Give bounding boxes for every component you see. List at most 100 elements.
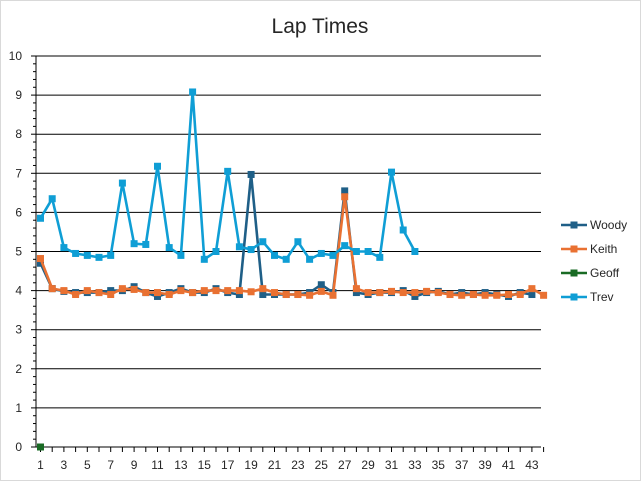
legend-item-keith: Keith	[561, 242, 617, 256]
x-tick-label: 25	[315, 458, 329, 472]
data-point-trev	[399, 226, 407, 234]
data-point-keith	[282, 291, 290, 299]
data-point-keith	[142, 289, 150, 297]
data-point-keith	[423, 287, 431, 295]
data-point-keith	[200, 287, 208, 295]
data-point-keith	[317, 287, 325, 295]
data-point-keith	[306, 291, 314, 299]
data-point-trev	[224, 167, 232, 175]
data-point-woody	[341, 187, 349, 195]
data-point-keith	[83, 287, 91, 295]
data-point-trev	[83, 251, 91, 259]
data-point-trev	[411, 248, 419, 255]
y-axis-ticks: 0 1 2 3 4 5 6 7 8 9 10	[9, 49, 23, 454]
data-point-trev	[154, 162, 161, 170]
x-tick-label: 21	[268, 458, 282, 472]
data-point-woody	[37, 259, 44, 267]
data-point-woody	[107, 287, 115, 295]
y-tick-label: 0	[15, 440, 22, 454]
data-point-woody	[235, 291, 243, 299]
y-tick-label: 4	[15, 284, 22, 298]
data-point-trev	[130, 240, 138, 248]
data-point-trev	[259, 238, 267, 246]
data-point-trev	[235, 243, 243, 251]
data-point-keith	[493, 291, 501, 299]
x-tick-label: 27	[338, 458, 352, 472]
x-tick-label: 23	[291, 458, 305, 472]
data-point-keith	[177, 287, 185, 295]
data-point-keith	[118, 285, 126, 293]
legend-label: Woody	[590, 218, 627, 232]
data-point-keith	[37, 255, 44, 263]
data-point-woody	[317, 281, 325, 289]
x-tick-label: 43	[525, 458, 539, 472]
data-point-trev	[247, 246, 255, 254]
legend-swatch-marker	[570, 269, 578, 277]
data-point-keith	[411, 289, 419, 297]
data-point-keith	[95, 289, 103, 297]
x-tick-label: 5	[84, 458, 91, 472]
data-point-trev	[177, 251, 185, 259]
x-axis-ticks: 1 3 5 7 9 11 13 15 17 19 21 23 25 27 29 31 33 35 37 39 41 43	[37, 458, 539, 472]
series-woody	[37, 170, 536, 300]
data-point-woody	[528, 291, 536, 299]
data-point-keith	[224, 287, 232, 295]
data-point-keith	[130, 285, 138, 293]
data-point-keith	[376, 289, 384, 297]
x-tick-label: 17	[221, 458, 235, 472]
data-point-trev	[317, 249, 325, 257]
x-tick-label: 33	[408, 458, 422, 472]
data-point-keith	[364, 289, 372, 297]
data-point-keith	[516, 291, 524, 299]
data-point-trev	[48, 195, 56, 203]
data-point-keith	[72, 291, 80, 299]
data-point-keith	[259, 285, 267, 293]
data-point-keith	[271, 289, 278, 297]
data-point-keith	[469, 291, 477, 299]
data-point-keith	[481, 291, 489, 299]
data-point-trev	[142, 240, 150, 248]
data-point-keith	[165, 291, 173, 299]
data-point-woody	[247, 170, 255, 178]
legend-item-geoff: Geoff	[561, 266, 620, 280]
x-tick-label: 9	[131, 458, 138, 472]
data-point-trev	[329, 251, 337, 259]
data-point-trev	[72, 249, 80, 257]
data-point-trev	[306, 255, 314, 263]
data-point-keith	[60, 287, 68, 295]
x-tick-label: 15	[198, 458, 212, 472]
y-tick-label: 3	[15, 323, 22, 337]
data-point-trev	[95, 253, 103, 261]
data-point-keith	[329, 291, 337, 299]
x-tick-label: 11	[151, 458, 164, 472]
legend: Woody Keith Geoff Trev	[561, 218, 627, 304]
axes	[31, 55, 545, 452]
data-point-woody	[352, 289, 360, 297]
y-tick-label: 10	[9, 49, 23, 63]
legend-swatch-marker	[570, 293, 578, 301]
x-tick-label: 37	[455, 458, 469, 472]
data-point-keith	[352, 285, 360, 293]
data-point-trev	[271, 251, 278, 259]
data-point-keith	[48, 285, 56, 293]
x-tick-label: 29	[361, 458, 375, 472]
data-point-keith	[399, 289, 407, 297]
y-tick-label: 5	[15, 245, 22, 259]
series-geoff	[37, 443, 44, 451]
x-tick-label: 41	[502, 458, 516, 472]
data-point-keith	[388, 287, 395, 295]
data-point-keith	[247, 288, 255, 296]
y-tick-label: 8	[15, 127, 22, 141]
x-tick-label: 3	[61, 458, 68, 472]
data-point-trev	[364, 248, 372, 255]
data-point-keith	[107, 291, 115, 299]
data-point-trev	[352, 248, 360, 255]
legend-label: Geoff	[590, 266, 620, 280]
series-keith	[37, 193, 548, 299]
data-point-trev	[388, 168, 395, 176]
data-point-trev	[200, 255, 208, 263]
x-tick-label: 13	[174, 458, 188, 472]
data-point-keith	[189, 289, 197, 297]
